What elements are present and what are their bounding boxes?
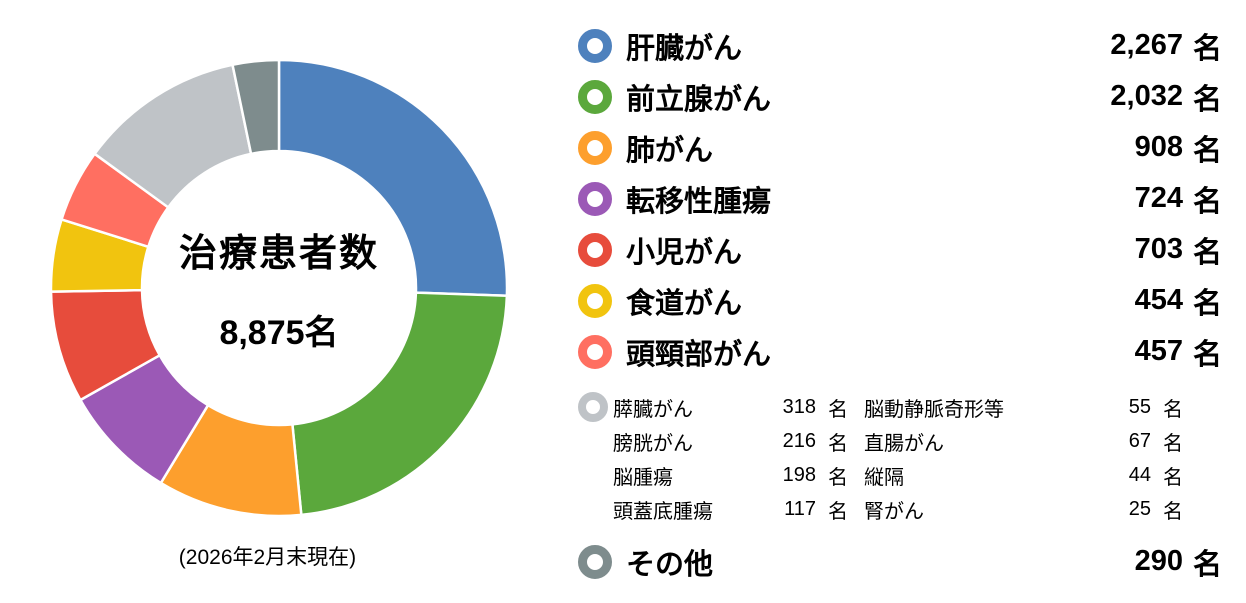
legend-subgroup-columns: 膵臓がん 318 名 膀胱がん 216 名 脳腫瘍 198 名 頭蓋底腫瘍 11… [613,390,1183,526]
legend-value: 724 [1134,182,1183,214]
legend-unit: 名 [1192,32,1222,65]
legend-main-list: 肝臓がん 2,267 名 前立腺がん 2,032 名 肺がん 908 名 転移性… [578,20,1222,377]
sub-legend-unit: 名 [1163,500,1183,523]
sub-legend-column: 膵臓がん 318 名 膀胱がん 216 名 脳腫瘍 198 名 頭蓋底腫瘍 11… [613,390,848,526]
legend-unit: 名 [1192,134,1222,167]
legend-marker-ring-icon [578,28,612,63]
sub-legend-unit: 名 [828,466,848,489]
sub-legend-label: 膀胱がん [613,432,693,455]
donut-slice [231,58,281,156]
legend-value: 457 [1134,335,1183,367]
subgroup-marker-ring-icon [578,392,608,422]
legend-item: その他 290 名 [578,536,1222,587]
donut-chart [49,58,509,518]
sub-legend-column: 脳動静脈奇形等 55 名 直腸がん 67 名 縦隔 44 名 腎がん 25 名 [864,390,1183,526]
legend-unit: 名 [1192,287,1222,320]
sub-legend-value: 117 [784,497,816,520]
legend-marker-ring-icon [578,130,612,165]
sub-legend-item: 頭蓋底腫瘍 117 名 [613,492,848,526]
sub-legend-unit: 名 [1163,398,1183,421]
legend-label: 頭頸部がん [626,338,772,371]
sub-legend-value: 25 [1128,497,1151,520]
legend-item: 小児がん 703 名 [578,224,1222,275]
legend-item: 肝臓がん 2,267 名 [578,20,1222,71]
legend-value: 454 [1134,284,1183,316]
legend-marker-ring-icon [578,79,612,114]
legend-value: 703 [1134,233,1183,265]
sub-legend-label: 脳動静脈奇形等 [864,398,1004,421]
legend-item: 食道がん 454 名 [578,275,1222,326]
legend-unit: 名 [1192,338,1222,371]
sub-legend-item: 腎がん 25 名 [864,492,1183,526]
sub-legend-label: 頭蓋底腫瘍 [613,500,713,523]
legend-value: 290 [1134,545,1183,577]
sub-legend-unit: 名 [1163,466,1183,489]
legend-value: 2,032 [1110,80,1183,112]
legend-item: 前立腺がん 2,032 名 [578,71,1222,122]
legend-other-list: その他 290 名 [578,536,1222,587]
sub-legend-unit: 名 [828,398,848,421]
legend-label: 転移性腫瘍 [626,185,772,218]
sub-legend-unit: 名 [1163,432,1183,455]
sub-legend-item: 脳腫瘍 198 名 [613,458,848,492]
chart-panel: 治療患者数 8,875名 (2026年2月末現在) [0,0,560,603]
legend-marker-ring-icon [578,334,612,369]
donut-slice [277,58,509,298]
sub-legend-unit: 名 [828,432,848,455]
sub-legend-label: 直腸がん [864,432,944,455]
sub-legend-value: 318 [782,395,816,418]
legend-label: 肺がん [626,134,714,167]
sub-legend-item: 膀胱がん 216 名 [613,424,848,458]
sub-legend-value: 216 [782,429,816,452]
legend-label: 食道がん [626,287,743,320]
sub-legend-item: 膵臓がん 318 名 [613,390,848,424]
donut-slice [291,291,509,517]
legend-item: 肺がん 908 名 [578,122,1222,173]
sub-legend-value: 55 [1128,395,1151,418]
legend-item: 頭頸部がん 457 名 [578,326,1222,377]
legend-unit: 名 [1192,83,1222,116]
sub-legend-label: 腎がん [864,500,924,523]
legend-subgroup: 膵臓がん 318 名 膀胱がん 216 名 脳腫瘍 198 名 頭蓋底腫瘍 11… [578,390,1222,526]
legend-unit: 名 [1192,548,1222,581]
legend-item: 転移性腫瘍 724 名 [578,173,1222,224]
legend-marker-ring-icon [578,283,612,318]
sub-legend-item: 直腸がん 67 名 [864,424,1183,458]
sub-legend-item: 脳動静脈奇形等 55 名 [864,390,1183,424]
legend: 肝臓がん 2,267 名 前立腺がん 2,032 名 肺がん 908 名 転移性… [578,20,1222,587]
legend-unit: 名 [1192,236,1222,269]
sub-legend-value: 44 [1128,463,1151,486]
sub-legend-unit: 名 [828,500,848,523]
sub-legend-value: 67 [1128,429,1151,452]
sub-legend-item: 縦隔 44 名 [864,458,1183,492]
sub-legend-label: 縦隔 [864,466,904,489]
legend-marker-ring-icon [578,232,612,267]
legend-unit: 名 [1192,185,1222,218]
legend-value: 908 [1134,131,1183,163]
as-of-date-caption: (2026年2月末現在) [178,546,357,569]
sub-legend-label: 膵臓がん [613,398,693,421]
legend-label: 肝臓がん [626,32,743,65]
legend-marker-ring-icon [578,544,612,579]
legend-value: 2,267 [1110,29,1183,61]
legend-label: 前立腺がん [626,83,772,116]
legend-label: その他 [626,548,714,581]
sub-legend-value: 198 [782,463,816,486]
sub-legend-label: 脳腫瘍 [613,466,673,489]
legend-marker-ring-icon [578,181,612,216]
legend-label: 小児がん [626,236,743,269]
